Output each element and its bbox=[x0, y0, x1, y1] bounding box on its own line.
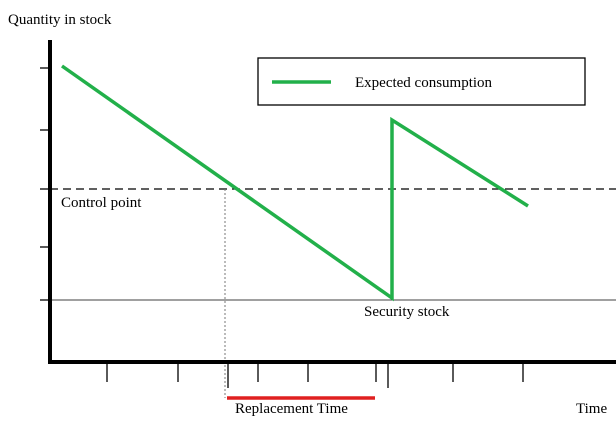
y-axis-label: Quantity in stock bbox=[8, 12, 112, 28]
replacement-time-label: Replacement Time bbox=[235, 401, 348, 416]
y-ticks bbox=[40, 67, 50, 301]
x-axis-label: Time bbox=[576, 401, 607, 416]
x-ticks bbox=[106, 362, 524, 388]
legend-label: Expected consumption bbox=[355, 75, 493, 91]
security-stock-label: Security stock bbox=[364, 304, 450, 320]
control-point-label: Control point bbox=[61, 195, 142, 211]
consumption-line bbox=[60, 64, 529, 302]
